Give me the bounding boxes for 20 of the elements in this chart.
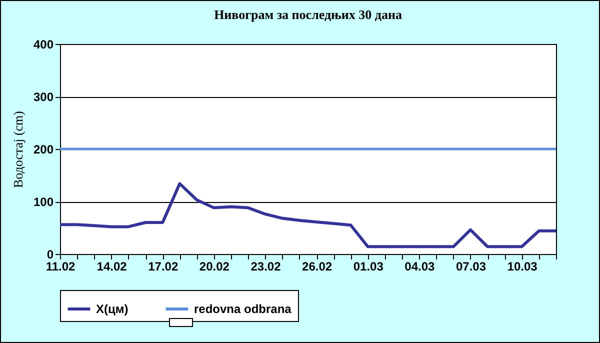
legend-label: redovna odbrana: [194, 302, 292, 316]
y-tick-label: 0: [46, 248, 54, 262]
x-tick-label: 11.02: [46, 260, 76, 274]
x-tick-label: 23.02: [250, 260, 282, 274]
x-tick-label: 26.02: [302, 260, 332, 274]
chart-title: Нивограм за последњих 30 дана: [214, 7, 402, 22]
y-axis-title: Водостај (cm): [10, 110, 26, 188]
x-tick-label: 04.03: [404, 260, 436, 274]
x-tick-label: 17.02: [148, 260, 178, 274]
x-tick-label: 01.03: [353, 260, 384, 274]
line-series: [58, 182, 558, 248]
x-tick-label: 20.02: [199, 260, 230, 274]
y-tick-label: 100: [33, 195, 54, 209]
y-tick-label: 200: [33, 142, 54, 156]
y-tick-label: 300: [33, 90, 54, 104]
y-tick-label: 400: [33, 38, 54, 52]
x-tick-label: 14.02: [96, 260, 128, 274]
x-tick-label: 07.03: [456, 260, 486, 274]
legend-label: X(цм): [96, 302, 128, 316]
x-tick-label: 10.03: [507, 260, 538, 274]
